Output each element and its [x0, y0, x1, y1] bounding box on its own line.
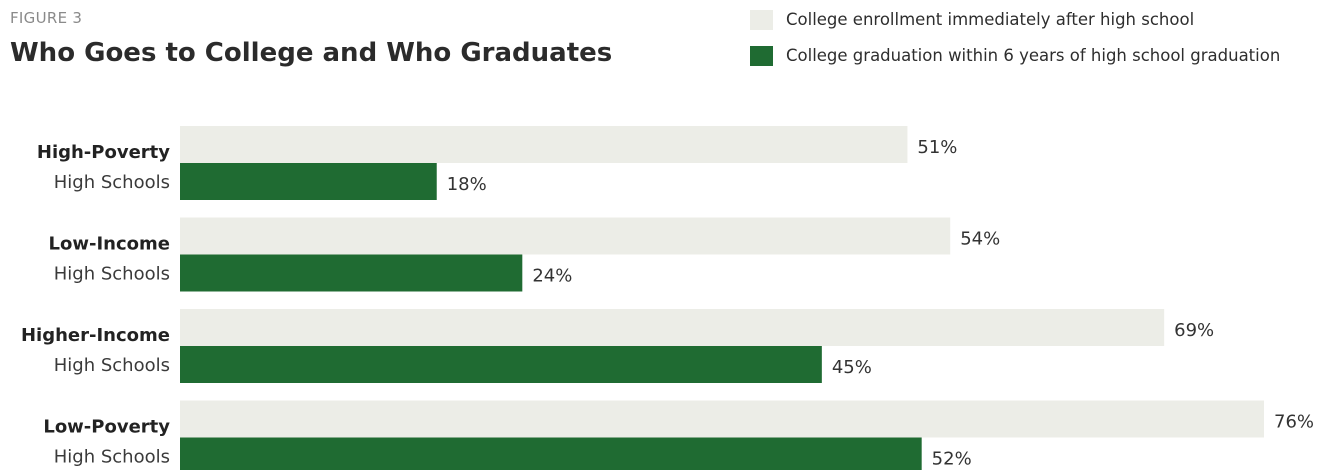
legend-swatch-enrollment [750, 9, 773, 30]
graduation-bar-1 [180, 163, 437, 200]
graduation-value-label-4: 52% [932, 449, 972, 470]
chart-title: Who Goes to College and Who Graduates [10, 38, 613, 68]
category-label-1: High Schools [54, 172, 170, 193]
category-label-4: High Schools [54, 447, 170, 468]
enrollment-bar-4 [180, 400, 1264, 438]
category-label-bold-3: Higher-Income [21, 325, 170, 346]
graduation-bar-2 [180, 254, 523, 292]
category-label-2: High Schools [54, 264, 170, 285]
legend: College enrollment immediately after hig… [750, 8, 1280, 80]
enrollment-bar-3 [180, 309, 1165, 346]
enrollment-value-label-1: 51% [917, 137, 957, 158]
category-label-bold-1: High-Poverty [37, 142, 170, 163]
enrollment-value-label-4: 76% [1274, 412, 1314, 433]
graduation-value-label-3: 45% [832, 357, 872, 378]
enrollment-value-label-2: 54% [960, 229, 1000, 250]
enrollment-value-label-3: 69% [1174, 320, 1214, 341]
enrollment-bar-2 [180, 217, 951, 255]
category-label-bold-2: Low-Income [49, 234, 170, 255]
graduation-bar-4 [180, 437, 922, 470]
graduation-value-label-2: 24% [532, 266, 572, 287]
legend-label-enrollment: College enrollment immediately after hig… [786, 10, 1195, 29]
enrollment-bar-1 [180, 126, 908, 163]
legend-item-graduation: College graduation within 6 years of hig… [750, 44, 1280, 67]
category-label-3: High Schools [54, 355, 170, 376]
category-label-bold-4: Low-Poverty [43, 417, 170, 438]
legend-item-enrollment: College enrollment immediately after hig… [750, 8, 1280, 31]
figure-label: FIGURE 3 [10, 9, 83, 27]
legend-label-graduation: College graduation within 6 years of hig… [786, 46, 1281, 65]
graduation-value-label-1: 18% [447, 174, 487, 195]
legend-swatch-graduation [750, 45, 773, 66]
graduation-bar-3 [180, 346, 822, 383]
